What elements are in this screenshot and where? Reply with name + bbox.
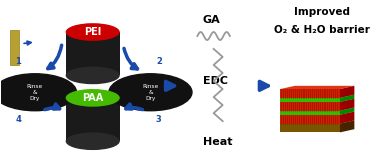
Ellipse shape xyxy=(66,89,120,107)
Text: Rinse
&
Dry: Rinse & Dry xyxy=(143,84,159,101)
Text: 3: 3 xyxy=(156,115,162,124)
Text: EDC: EDC xyxy=(203,76,228,86)
Polygon shape xyxy=(280,89,340,98)
Polygon shape xyxy=(280,99,354,102)
Polygon shape xyxy=(340,99,354,111)
Polygon shape xyxy=(280,108,354,111)
Ellipse shape xyxy=(66,23,120,41)
Text: Rinse
&
Dry: Rinse & Dry xyxy=(27,84,43,101)
Text: GA: GA xyxy=(203,15,220,25)
Polygon shape xyxy=(280,120,354,124)
Polygon shape xyxy=(280,111,354,115)
Text: PAA: PAA xyxy=(82,93,103,103)
Polygon shape xyxy=(280,124,340,132)
Text: Improved: Improved xyxy=(294,7,350,17)
Polygon shape xyxy=(280,115,340,124)
Circle shape xyxy=(109,74,192,111)
Polygon shape xyxy=(340,111,354,124)
Polygon shape xyxy=(340,120,354,132)
Polygon shape xyxy=(280,86,354,89)
Text: PEI: PEI xyxy=(84,27,101,37)
Polygon shape xyxy=(280,95,354,98)
FancyBboxPatch shape xyxy=(10,30,19,65)
Polygon shape xyxy=(340,108,354,115)
Polygon shape xyxy=(280,111,340,115)
FancyBboxPatch shape xyxy=(66,32,120,75)
FancyBboxPatch shape xyxy=(66,98,120,141)
Text: Heat: Heat xyxy=(203,137,232,147)
Text: 4: 4 xyxy=(15,115,21,124)
Polygon shape xyxy=(280,102,340,111)
Text: 2: 2 xyxy=(156,57,162,66)
Text: O₂ & H₂O barrier: O₂ & H₂O barrier xyxy=(274,25,370,35)
Text: 1: 1 xyxy=(15,57,21,66)
Polygon shape xyxy=(340,95,354,102)
Ellipse shape xyxy=(66,132,120,150)
Polygon shape xyxy=(340,86,354,98)
Circle shape xyxy=(0,74,76,111)
Ellipse shape xyxy=(66,67,120,84)
Polygon shape xyxy=(280,98,340,102)
